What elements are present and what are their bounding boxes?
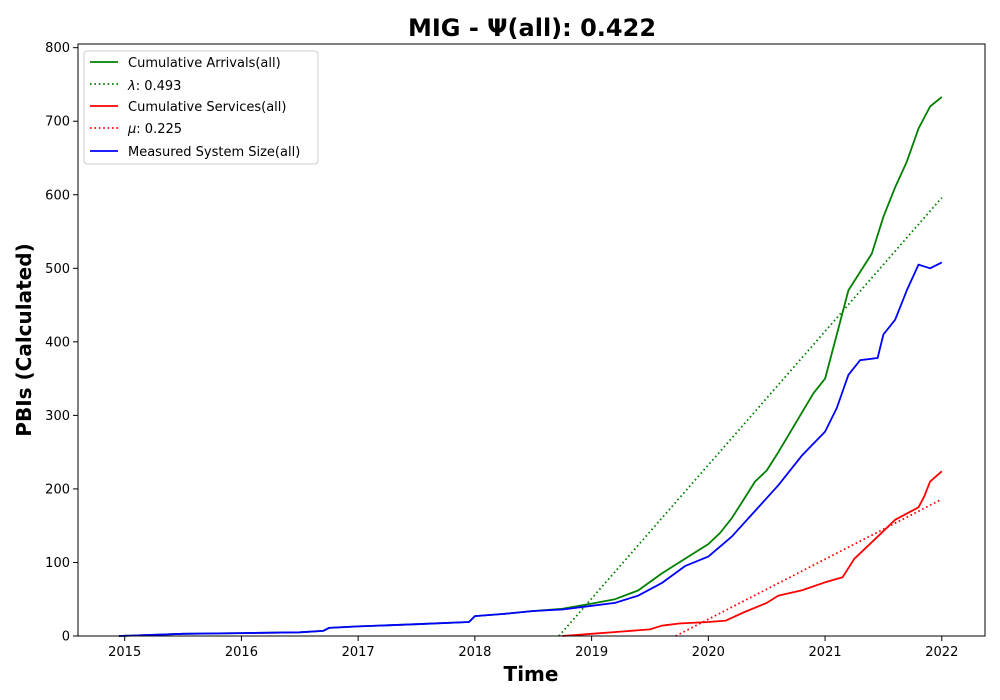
y-tick-label: 0 bbox=[62, 630, 70, 645]
x-tick-label: 2015 bbox=[108, 645, 141, 660]
series-line-3 bbox=[675, 498, 943, 637]
x-tick-label: 2019 bbox=[575, 645, 608, 660]
legend-label-mu-value: : 0.225 bbox=[136, 122, 182, 137]
x-tick-label: 2016 bbox=[225, 645, 258, 660]
y-axis: 0 100 200 300 400 500 600 700 800 bbox=[45, 41, 78, 645]
legend-label-services: Cumulative Services(all) bbox=[128, 100, 286, 115]
legend-label-mu: μ: 0.225 bbox=[127, 122, 182, 137]
x-tick-label: 2018 bbox=[458, 645, 491, 660]
x-tick-label: 2022 bbox=[925, 645, 958, 660]
y-tick-label: 600 bbox=[45, 188, 70, 203]
plot-frame bbox=[77, 43, 986, 637]
legend-label-lambda-symbol: λ bbox=[127, 79, 136, 94]
y-tick-label: 500 bbox=[45, 262, 70, 277]
legend-label-system-size: Measured System Size(all) bbox=[128, 145, 300, 160]
x-tick-label: 2020 bbox=[692, 645, 725, 660]
x-tick-label: 2021 bbox=[809, 645, 842, 660]
y-axis-title: PBIs (Calculated) bbox=[12, 243, 36, 436]
series-line-1 bbox=[558, 197, 943, 637]
legend-label-lambda-value: : 0.493 bbox=[136, 79, 182, 94]
x-axis-title: Time bbox=[504, 662, 559, 686]
plot-lines bbox=[118, 96, 943, 637]
y-tick-label: 200 bbox=[45, 482, 70, 497]
y-tick-label: 100 bbox=[45, 556, 70, 571]
y-tick-label: 700 bbox=[45, 115, 70, 130]
y-tick-label: 800 bbox=[45, 41, 70, 56]
x-tick-label: 2017 bbox=[342, 645, 375, 660]
chart-title: MIG - Ψ(all): 0.422 bbox=[408, 14, 656, 42]
legend-label-lambda: λ: 0.493 bbox=[127, 79, 181, 94]
y-tick-label: 300 bbox=[45, 409, 70, 424]
legend-label-arrivals: Cumulative Arrivals(all) bbox=[128, 56, 281, 71]
x-axis: 2015 2016 2017 2018 2019 2020 2021 2022 bbox=[108, 636, 958, 660]
legend-label-mu-symbol: μ bbox=[127, 122, 136, 137]
series-line-0 bbox=[118, 96, 943, 637]
series-line-2 bbox=[562, 470, 943, 637]
legend-box bbox=[83, 50, 319, 165]
y-tick-label: 400 bbox=[45, 335, 70, 350]
legend: Cumulative Arrivals(all) λ: 0.493 Cumula… bbox=[83, 50, 319, 165]
series-line-4 bbox=[118, 261, 943, 637]
